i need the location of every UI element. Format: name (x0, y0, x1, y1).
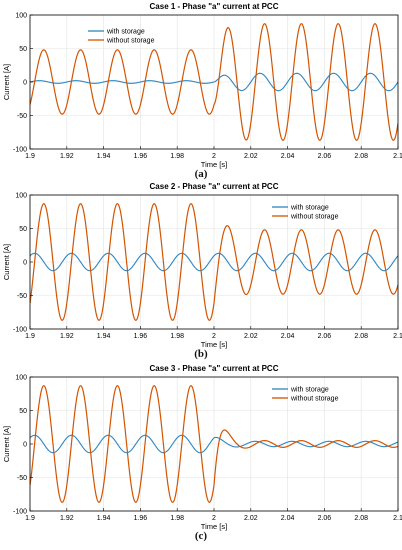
y-tick-label: 0 (23, 80, 27, 87)
chart-title: Case 3 - Phase "a" current at PCC (150, 364, 279, 373)
y-tick-label: -100 (13, 147, 27, 154)
y-tick-label: -50 (17, 113, 27, 120)
series-line-with-storage (30, 252, 398, 272)
x-tick-label: 2.04 (281, 153, 295, 160)
y-tick-label: -100 (13, 327, 27, 334)
chart-title: Case 2 - Phase "a" current at PCC (150, 182, 279, 191)
x-tick-label: 2.08 (354, 515, 368, 522)
chart-svg-a: Case 1 - Phase "a" current at PCC 1.9 1.92… (2, 2, 402, 169)
y-tick-label: 100 (15, 13, 27, 20)
x-tick-label: 2 (212, 515, 216, 522)
y-tick-label: 50 (19, 226, 27, 233)
x-tick-label: 2.06 (318, 333, 332, 340)
x-tick-label: 2.1 (393, 333, 402, 340)
x-tick-label: 2 (212, 333, 216, 340)
y-axis-label: Current [A] (2, 244, 11, 280)
x-tick-label: 2.06 (318, 153, 332, 160)
x-tick-label: 2 (212, 153, 216, 160)
x-axis-label: Time [s] (201, 340, 227, 349)
chart-panel-a: Case 1 - Phase "a" current at PCC 1.9 1.92… (0, 0, 402, 183)
x-tick-label: 1.98 (170, 515, 184, 522)
legend-label-without-storage: without storage (106, 38, 155, 45)
x-axis-label: Time [s] (201, 160, 227, 169)
x-tick-label: 1.98 (170, 153, 184, 160)
chart-title: Case 1 - Phase "a" current at PCC (150, 2, 279, 11)
x-tick-label: 1.9 (25, 153, 35, 160)
x-tick-label: 1.96 (134, 333, 148, 340)
y-axis-label: Current [A] (2, 426, 11, 462)
legend-label-with-storage: with storage (290, 205, 329, 212)
chart-panel-b: Case 2 - Phase "a" current at PCC 1.9 1.92… (0, 180, 402, 363)
x-tick-label: 2.08 (354, 153, 368, 160)
x-tick-label: 1.98 (170, 333, 184, 340)
chart-panel-c: Case 3 - Phase "a" current at PCC 1.9 1.92… (0, 362, 402, 545)
y-axis-label: Current [A] (2, 64, 11, 100)
x-tick-label: 1.94 (97, 153, 111, 160)
x-tick-label: 2.02 (244, 515, 258, 522)
legend-label-without-storage: without storage (290, 214, 339, 221)
y-tick-label: 0 (23, 442, 27, 449)
series-line-without-storage (30, 23, 398, 141)
legend-label-with-storage: with storage (290, 387, 329, 394)
x-tick-label: 1.92 (60, 515, 74, 522)
x-tick-label: 2.02 (244, 153, 258, 160)
y-tick-label: -100 (13, 509, 27, 516)
x-tick-label: 2.08 (354, 333, 368, 340)
chart-caption-b: (b) (194, 348, 208, 360)
x-tick-label: 1.9 (25, 333, 35, 340)
x-axis-label: Time [s] (201, 522, 227, 531)
y-tick-label: 0 (23, 260, 27, 267)
chart-caption-c: (c) (194, 530, 208, 542)
y-tick-label: 50 (19, 46, 27, 53)
y-tick-label: 100 (15, 375, 27, 382)
x-tick-label: 1.94 (97, 515, 111, 522)
x-tick-label: 2.04 (281, 333, 295, 340)
x-tick-label: 2.02 (244, 333, 258, 340)
series-line-with-storage (30, 434, 398, 454)
series-line-without-storage (30, 203, 398, 321)
legend-label-with-storage: with storage (106, 29, 145, 36)
x-tick-label: 1.94 (97, 333, 111, 340)
x-tick-label: 2.1 (393, 515, 402, 522)
x-tick-label: 1.92 (60, 333, 74, 340)
x-tick-label: 1.96 (134, 153, 148, 160)
series-line-with-storage (30, 72, 398, 92)
y-tick-label: -50 (17, 475, 27, 482)
x-tick-label: 2.06 (318, 515, 332, 522)
chart-svg-c: Case 3 - Phase "a" current at PCC 1.9 1.92… (2, 364, 402, 531)
series-line-without-storage (30, 385, 398, 503)
chart-svg-b: Case 2 - Phase "a" current at PCC 1.9 1.92… (2, 182, 402, 349)
x-tick-label: 1.92 (60, 153, 74, 160)
y-tick-label: -50 (17, 293, 27, 300)
x-tick-label: 2.04 (281, 515, 295, 522)
y-tick-label: 100 (15, 193, 27, 200)
y-tick-label: 50 (19, 408, 27, 415)
x-tick-label: 1.9 (25, 515, 35, 522)
chart-caption-a: (a) (194, 168, 208, 180)
x-tick-label: 1.96 (134, 515, 148, 522)
x-tick-label: 2.1 (393, 153, 402, 160)
legend-label-without-storage: without storage (290, 396, 339, 403)
